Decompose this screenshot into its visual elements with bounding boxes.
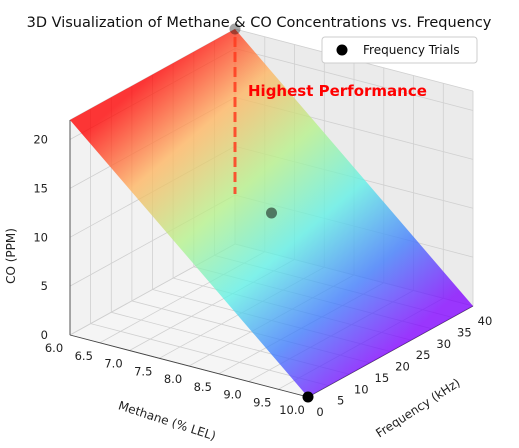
y-axis-label: Frequency (kHz) (373, 376, 462, 441)
x-tick-label: 9.0 (223, 388, 241, 402)
scatter-point (230, 24, 241, 35)
scatter-point (303, 392, 314, 403)
legend-marker (337, 45, 348, 56)
scatter-point (266, 208, 277, 219)
legend: Frequency Trials (322, 37, 477, 63)
z-tick-labels: 0 5 10 15 20 (33, 133, 48, 342)
z-tick-label: 0 (41, 328, 48, 342)
y-tick-label: 30 (436, 337, 451, 351)
x-tick-label: 8.5 (194, 380, 212, 394)
x-axis-label: Methane (% LEL) (117, 398, 218, 443)
x-tick-label: 10.0 (279, 403, 305, 417)
z-tick-label: 5 (41, 279, 48, 293)
highest-performance-annotation: Highest Performance (248, 82, 427, 100)
y-tick-label: 20 (395, 360, 410, 374)
x-tick-label: 6.0 (45, 341, 63, 355)
z-axis-label: CO (PPM) (4, 228, 18, 284)
x-tick-label: 7.0 (104, 357, 122, 371)
y-tick-label: 10 (354, 382, 369, 396)
y-tick-label: 35 (457, 325, 472, 339)
z-tick-label: 10 (33, 230, 48, 244)
x-tick-label: 7.5 (134, 364, 152, 378)
y-tick-label: 0 (316, 405, 323, 419)
z-tick-label: 20 (33, 133, 48, 147)
chart-title: 3D Visualization of Methane & CO Concent… (27, 15, 492, 31)
x-tick-label: 9.5 (253, 395, 271, 409)
x-tick-label: 8.0 (164, 372, 182, 386)
y-tick-label: 40 (478, 314, 493, 328)
z-tick-label: 15 (33, 181, 48, 195)
y-tick-label: 5 (337, 394, 344, 408)
y-tick-label: 15 (375, 371, 390, 385)
legend-label: Frequency Trials (363, 43, 460, 57)
x-tick-label: 6.5 (75, 349, 93, 363)
y-tick-label: 25 (416, 348, 431, 362)
